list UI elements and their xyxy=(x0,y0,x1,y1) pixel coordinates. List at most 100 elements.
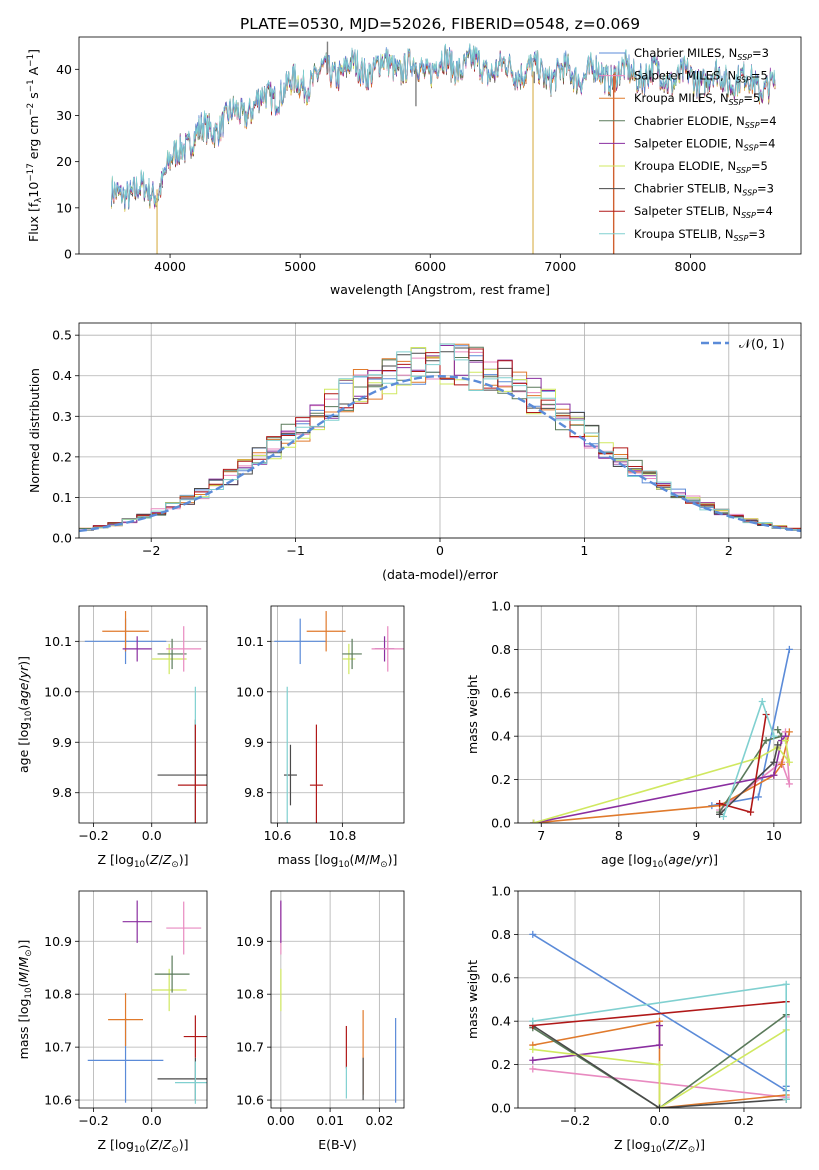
weight-marker xyxy=(782,1095,790,1103)
legend: Chabrier MILES, NSSP=3 Salpeter MILES, NS… xyxy=(599,46,777,243)
gridlines xyxy=(271,891,404,1108)
gridlines xyxy=(79,891,207,1108)
y-axis-label: mass weight xyxy=(465,675,480,754)
legend-entry: Chabrier MILES, NSSP=3 xyxy=(634,46,769,62)
axes-frame xyxy=(78,36,802,255)
y-tick-label: 40 xyxy=(56,62,72,77)
y-tick-label: 10.8 xyxy=(44,987,72,1002)
y-tick-label: 10.8 xyxy=(236,987,264,1002)
x-tick-label: 0.00 xyxy=(267,1113,295,1128)
y-tick-label: 0.4 xyxy=(491,1014,511,1029)
axes-residuals: −2 −1 0 1 2 0.0 0.1 0.2 0.3 0.4 0.5 xyxy=(52,322,802,558)
y-tick-label: 10.9 xyxy=(44,934,72,949)
axes-frame xyxy=(270,605,405,824)
x-tick-label: 10.6 xyxy=(264,828,292,843)
errorbar-point xyxy=(157,638,187,670)
weight-marker xyxy=(747,808,755,816)
axes-frame xyxy=(517,605,802,824)
weight-marker xyxy=(716,810,724,818)
y-tick-label: 1.0 xyxy=(491,884,511,899)
ticks: 0.00 0.01 0.02 10.6 10.7 10.8 10.9 xyxy=(236,934,393,1128)
errorbar-point xyxy=(108,993,143,1047)
x-axis-label: Z [log10(Z/Z⊙)] xyxy=(98,1137,189,1155)
ticks: 10.6 10.8 9.8 9.9 10.0 10.1 xyxy=(236,634,356,843)
weight-marker xyxy=(770,771,778,779)
legend-entry: Salpeter MILES, NSSP=5 xyxy=(634,69,768,85)
weight-marker xyxy=(758,697,766,705)
y-tick-label: 0.1 xyxy=(52,490,72,505)
x-axis-label: wavelength [Angstrom, rest frame] xyxy=(330,282,550,297)
legend-entry: Kroupa ELODIE, NSSP=5 xyxy=(634,159,768,175)
y-axis-label: age [log10(age/yr)] xyxy=(16,656,34,773)
plot-area xyxy=(529,930,790,1108)
x-tick-label: 4000 xyxy=(154,259,186,274)
y-tick-label: 0.4 xyxy=(52,368,72,383)
plot-area xyxy=(111,41,776,254)
x-axis-label: mass [log10(M/M⊙)] xyxy=(278,852,398,870)
y-axis-label: Flux [fλ10−17 erg cm−2 s−1 A−1] xyxy=(26,49,44,242)
weight-line xyxy=(532,1025,661,1062)
weight-marker xyxy=(754,793,762,801)
y-tick-label: 0.5 xyxy=(52,328,72,343)
y-tick-label: 0.0 xyxy=(491,1101,511,1116)
plot-area xyxy=(274,611,404,823)
errorbar-point xyxy=(309,724,323,823)
x-tick-label: −2 xyxy=(142,543,160,558)
y-tick-label: 1.0 xyxy=(491,599,511,614)
y-tick-label: 20 xyxy=(56,154,72,169)
y-tick-label: 9.9 xyxy=(52,735,72,750)
y-tick-label: 30 xyxy=(56,108,72,123)
axes-spectrum: 4000 5000 6000 7000 8000 0 10 20 30 40 xyxy=(56,36,802,274)
y-tick-label: 10.9 xyxy=(236,934,264,949)
y-tick-label: 10.0 xyxy=(236,684,264,699)
weight-marker xyxy=(770,758,778,766)
errorbar-point xyxy=(371,626,404,672)
ticks: 4000 5000 6000 7000 8000 0 10 20 30 40 xyxy=(56,62,706,274)
weight-marker xyxy=(785,758,793,766)
plot-area xyxy=(87,900,207,1104)
legend-entry: Salpeter ELODIE, NSSP=4 xyxy=(634,136,775,152)
y-tick-label: 10.6 xyxy=(44,1093,72,1108)
weight-marker xyxy=(778,760,786,768)
weight-marker xyxy=(529,1045,537,1053)
axes-frame xyxy=(78,890,208,1109)
x-tick-label: 0.01 xyxy=(316,1113,344,1128)
errorbar-point xyxy=(102,611,149,652)
x-tick-label: 0.0 xyxy=(142,828,162,843)
y-tick-label: 10.7 xyxy=(236,1040,264,1055)
axes-mass-vs-Z: −0.2 0.0 10.6 10.7 10.8 10.9 xyxy=(44,890,208,1128)
normal-curve xyxy=(79,374,801,533)
x-tick-label: 8000 xyxy=(675,259,707,274)
weight-line xyxy=(533,735,787,823)
x-tick-label: 0 xyxy=(436,543,444,558)
axes-age-vs-Z: −0.2 0.0 9.8 9.9 10.0 10.1 xyxy=(44,605,208,843)
y-tick-label: 0.6 xyxy=(491,685,511,700)
weight-marker xyxy=(529,930,537,938)
x-tick-label: 1 xyxy=(580,543,588,558)
x-tick-label: 0.02 xyxy=(365,1113,393,1128)
x-tick-label: 10.8 xyxy=(328,828,356,843)
weight-marker xyxy=(774,726,782,734)
errorbar-point xyxy=(306,611,346,652)
y-tick-label: 0.8 xyxy=(491,642,511,657)
plot-area xyxy=(530,645,793,823)
y-tick-label: 0.0 xyxy=(52,531,72,546)
ticks: −0.2 0.0 0.2 0.0 0.2 0.4 0.6 0.8 1.0 xyxy=(491,884,754,1129)
y-tick-label: 0.2 xyxy=(52,449,72,464)
x-tick-label: 0.0 xyxy=(142,1113,162,1128)
x-tick-label: −1 xyxy=(286,543,304,558)
errorbar-point xyxy=(154,955,190,993)
weight-marker xyxy=(529,1056,537,1064)
x-axis-label: E(B-V) xyxy=(318,1137,357,1152)
x-tick-label: 5000 xyxy=(284,259,316,274)
x-tick-label: −0.2 xyxy=(78,1113,108,1128)
errorbar-point xyxy=(274,618,327,665)
x-tick-label: 6000 xyxy=(414,259,446,274)
weight-marker xyxy=(530,819,538,823)
errorbar-point xyxy=(177,724,207,823)
weight-marker xyxy=(762,737,770,745)
weight-marker xyxy=(529,1065,537,1073)
errorbar-point xyxy=(283,744,297,806)
plot-area xyxy=(84,611,207,823)
errorbar-point xyxy=(122,900,152,943)
